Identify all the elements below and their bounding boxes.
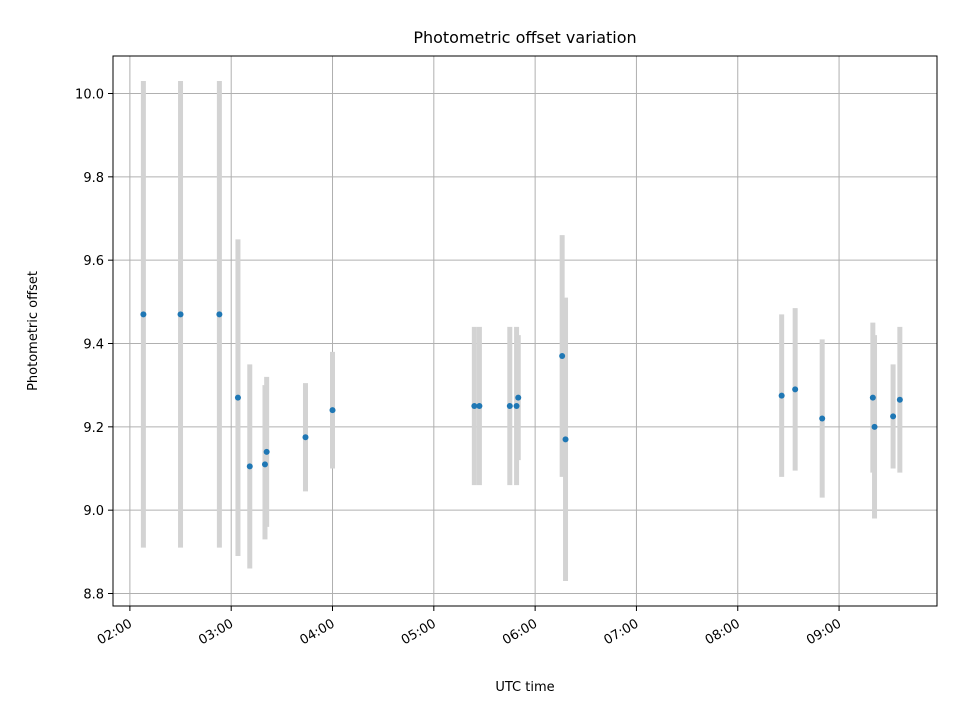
data-point xyxy=(216,311,223,318)
data-point xyxy=(302,434,309,441)
data-point xyxy=(263,448,270,455)
x-axis-label: UTC time xyxy=(495,680,554,695)
data-point xyxy=(471,403,478,409)
y-tick-label: 9.0 xyxy=(83,504,104,519)
data-point xyxy=(890,413,897,420)
data-point xyxy=(177,311,184,318)
data-point xyxy=(871,423,878,430)
data-point xyxy=(140,311,147,318)
data-point xyxy=(261,461,268,468)
data-point xyxy=(559,353,566,359)
y-tick-label: 9.2 xyxy=(83,421,104,436)
data-point xyxy=(234,394,241,401)
data-point xyxy=(896,396,903,403)
y-tick-label: 9.4 xyxy=(83,338,104,353)
data-point xyxy=(562,436,569,443)
data-point xyxy=(869,394,876,401)
y-tick-label: 9.8 xyxy=(83,171,104,186)
data-point xyxy=(778,392,785,399)
y-tick-label: 9.6 xyxy=(83,254,104,269)
y-tick-label: 8.8 xyxy=(83,588,104,603)
data-point xyxy=(246,463,253,470)
data-point xyxy=(819,415,826,422)
data-point xyxy=(329,407,336,414)
y-tick-label: 10.0 xyxy=(75,88,104,103)
data-point xyxy=(792,386,799,393)
data-point xyxy=(476,403,483,409)
chart-title: Photometric offset variation xyxy=(413,28,636,47)
plot-frame xyxy=(112,55,938,607)
y-axis-label: Photometric offset xyxy=(26,271,41,391)
data-point xyxy=(506,403,513,409)
data-point xyxy=(513,403,520,409)
data-points xyxy=(140,311,903,470)
grid xyxy=(113,56,937,606)
data-point xyxy=(515,394,522,401)
y-axis-ticks: 8.8 9.0 9.2 9.4 9.6 9.8 10.0 xyxy=(75,88,113,603)
